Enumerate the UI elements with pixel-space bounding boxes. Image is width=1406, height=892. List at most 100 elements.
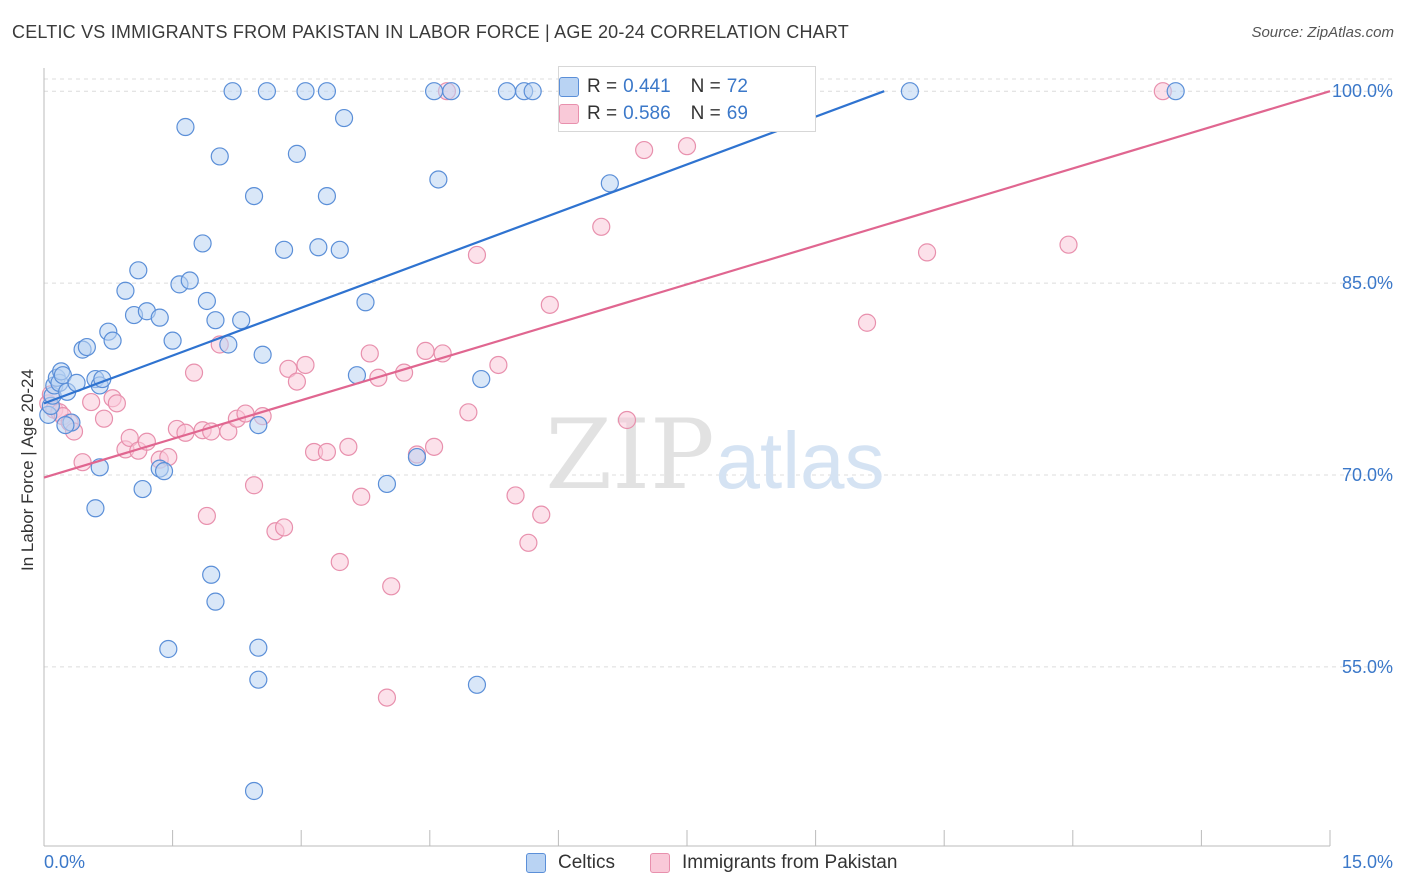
point-celtics (334, 108, 354, 128)
point-celtics (257, 82, 277, 101)
gridlines (44, 78, 1394, 668)
legend-label-celtics: Celtics (558, 852, 616, 873)
point-celtics (56, 415, 75, 435)
point-celtics (900, 82, 920, 101)
legend-n-value: 72 (726, 76, 748, 97)
point-pakistan (532, 505, 551, 524)
point-celtics (497, 82, 517, 101)
point-pakistan (82, 392, 101, 412)
point-celtics (600, 174, 619, 193)
watermark-atlas: atlas (716, 416, 885, 505)
point-pakistan (416, 341, 435, 360)
legend-item-pakistan[interactable]: Immigrants from Pakistan (650, 852, 897, 874)
point-celtics (249, 415, 268, 435)
point-pakistan (330, 552, 349, 572)
point-celtics (407, 447, 427, 467)
point-pakistan (857, 313, 877, 332)
legend-row-celtics: R = 0.441 N = 72 (559, 75, 748, 99)
point-pakistan (519, 533, 538, 552)
point-pakistan (120, 428, 139, 447)
point-celtics (472, 369, 491, 389)
point-pakistan (184, 363, 204, 382)
point-celtics (296, 82, 315, 101)
source-label: Source: ZipAtlas.com (1251, 24, 1394, 41)
point-pakistan (382, 577, 401, 596)
point-celtics (197, 291, 216, 311)
point-celtics (249, 670, 268, 689)
point-pakistan (459, 403, 478, 422)
point-pakistan (635, 140, 654, 160)
point-pakistan (94, 409, 114, 428)
legend-r-label: R = (587, 76, 618, 97)
point-celtics (163, 331, 182, 350)
point-celtics (424, 82, 444, 101)
trendline-pakistan (43, 90, 1331, 479)
point-celtics (317, 186, 337, 206)
point-celtics (274, 240, 294, 259)
point-celtics (103, 331, 122, 350)
point-celtics (53, 366, 72, 385)
axes (43, 68, 1331, 847)
point-celtics (377, 474, 397, 494)
point-celtics (223, 82, 242, 101)
point-celtics (176, 117, 195, 137)
point-celtics (206, 592, 225, 611)
point-celtics (467, 675, 487, 694)
point-pakistan (296, 355, 315, 375)
point-pakistan (506, 486, 525, 505)
legend-r-label: R = (587, 103, 618, 124)
legend-swatch-celtics (526, 853, 546, 873)
point-pakistan (592, 217, 611, 236)
point-pakistan (433, 344, 452, 363)
point-pakistan (377, 688, 397, 707)
legend-n-label: N = (690, 103, 721, 124)
point-pakistan (279, 359, 298, 378)
point-pakistan (274, 518, 294, 537)
point-celtics (317, 82, 337, 101)
y-tick-label: 100.0% (1332, 81, 1393, 101)
y-axis-label: In Labor Force | Age 20-24 (18, 369, 37, 571)
legend-r-value: 0.586 (623, 103, 671, 124)
watermark: ZIP atlas (545, 399, 884, 511)
point-celtics (133, 479, 152, 499)
point-celtics (232, 311, 251, 330)
point-celtics (442, 82, 461, 101)
legend-item-celtics[interactable]: Celtics (526, 852, 615, 874)
point-celtics (219, 335, 238, 354)
trendline-celtics (43, 90, 885, 405)
point-celtics (193, 234, 212, 253)
point-celtics (287, 144, 307, 163)
x-tick-min: 0.0% (44, 852, 86, 872)
point-celtics (159, 639, 178, 659)
legend-row-pakistan: R = 0.586 N = 69 (559, 102, 748, 126)
point-celtics (210, 147, 229, 166)
point-celtics (523, 82, 542, 101)
point-pakistan (424, 437, 444, 456)
y-tick-label: 85.0% (1342, 273, 1393, 293)
point-celtics (1166, 82, 1185, 101)
point-celtics (244, 781, 264, 801)
point-celtics (249, 638, 268, 657)
x-tick-max: 15.0% (1342, 852, 1394, 872)
point-celtics (202, 565, 221, 584)
point-pakistan (1059, 235, 1078, 254)
point-pakistan (339, 437, 358, 456)
stats-legend: R = 0.441 N = 72 R = 0.586 N = 69 (558, 66, 816, 132)
point-pakistan (917, 243, 937, 262)
y-tick-labels: 55.0% 70.0% 85.0% 100.0% (1332, 81, 1393, 677)
point-pakistan (352, 487, 371, 506)
point-celtics (244, 186, 264, 206)
point-pakistan (677, 137, 697, 156)
legend-r-value: 0.441 (623, 76, 671, 97)
point-celtics (309, 238, 328, 257)
point-celtics (206, 311, 225, 330)
point-pakistan (467, 245, 487, 265)
legend-swatch-celtics (559, 77, 579, 97)
y-tick-label: 55.0% (1342, 657, 1393, 677)
point-celtics (86, 499, 105, 518)
legend-swatch-pakistan (559, 104, 579, 124)
point-celtics (116, 281, 135, 300)
point-pakistan (287, 372, 307, 391)
point-pakistan (107, 394, 126, 413)
